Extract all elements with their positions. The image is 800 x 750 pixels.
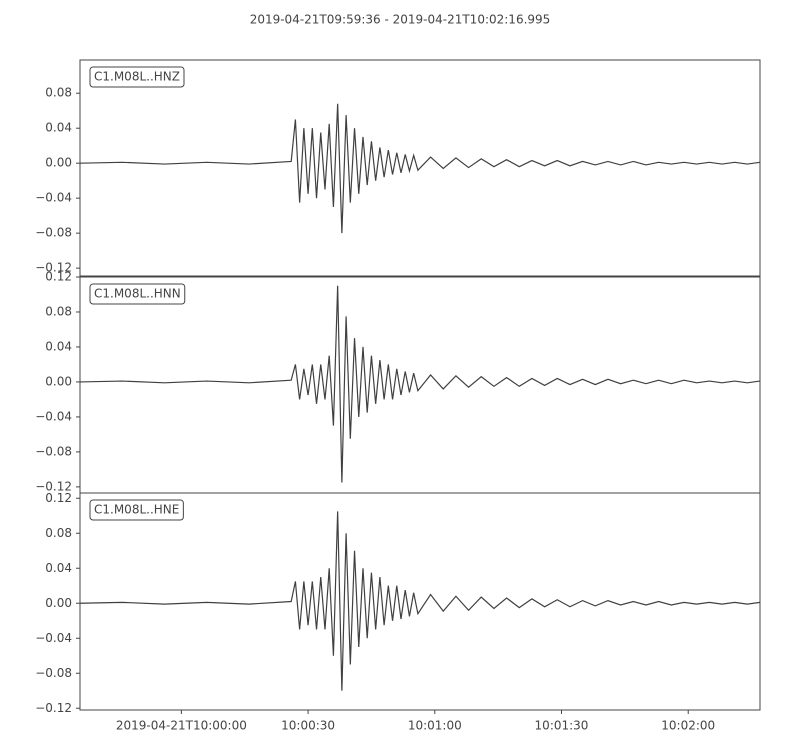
y-tick-label: 0.00 xyxy=(45,156,72,170)
y-tick-label: 0.04 xyxy=(45,121,72,135)
y-tick-label: −0.12 xyxy=(35,701,72,715)
x-tick-label: 2019-04-21T10:00:00 xyxy=(116,719,247,733)
trace-label: C1.M08L..HNZ xyxy=(94,70,180,84)
trace-label: C1.M08L..HNN xyxy=(94,287,181,301)
trace-label-box xyxy=(89,66,185,88)
y-tick-label: 0.00 xyxy=(45,374,72,388)
waveform xyxy=(80,511,760,691)
panel-frame xyxy=(79,59,761,277)
y-tick-label: −0.04 xyxy=(35,409,72,423)
y-tick-label: −0.04 xyxy=(35,191,72,205)
y-tick-label: −0.12 xyxy=(35,479,72,493)
y-tick-label: 0.04 xyxy=(45,339,72,353)
x-tick-label: 10:01:00 xyxy=(408,719,462,733)
panel-frame xyxy=(79,276,761,494)
y-tick-label: −0.08 xyxy=(35,226,72,240)
trace-label-box xyxy=(89,283,186,305)
figure-title: 2019-04-21T09:59:36 - 2019-04-21T10:02:1… xyxy=(250,13,551,27)
y-tick-label: −0.08 xyxy=(35,444,72,458)
y-tick-label: 0.08 xyxy=(45,86,72,100)
trace-label-box xyxy=(89,499,184,521)
trace-label: C1.M08L..HNE xyxy=(94,503,179,517)
y-tick-label: 0.08 xyxy=(45,304,72,318)
y-tick-label: −0.04 xyxy=(35,631,72,645)
y-tick-label: 0.04 xyxy=(45,561,72,575)
y-tick-label: 0.08 xyxy=(45,526,72,540)
y-tick-label: −0.08 xyxy=(35,666,72,680)
x-tick-label: 10:01:30 xyxy=(535,719,589,733)
panel-frame xyxy=(79,492,761,711)
waveform xyxy=(80,103,760,234)
x-tick-label: 10:00:30 xyxy=(281,719,335,733)
x-tick-label: 10:02:00 xyxy=(661,719,715,733)
waveform xyxy=(80,285,760,483)
y-tick-label: 0.12 xyxy=(45,270,72,284)
y-tick-label: 0.12 xyxy=(45,491,72,505)
y-tick-label: 0.00 xyxy=(45,596,72,610)
y-tick-label: −0.12 xyxy=(35,261,72,275)
